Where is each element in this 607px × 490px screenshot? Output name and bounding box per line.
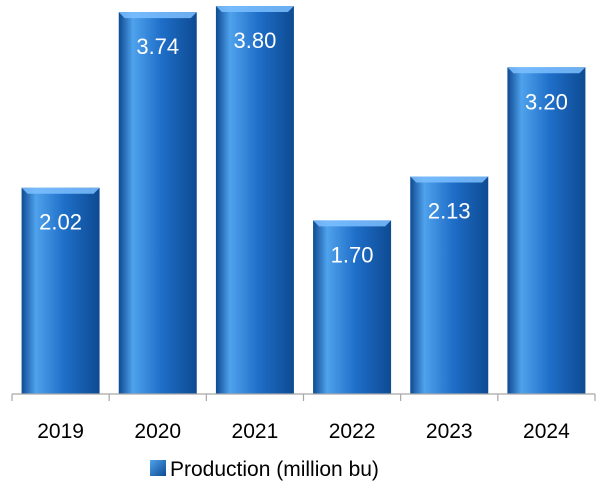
bar-bevel-2020 xyxy=(118,12,197,19)
x-tick-label-2023: 2023 xyxy=(426,420,473,443)
bar-2022 xyxy=(313,220,392,394)
legend: Production (million bu) xyxy=(150,458,379,481)
bar-bevel-2019 xyxy=(21,187,100,194)
data-label-2024: 3.20 xyxy=(525,89,568,114)
x-tick-label-2024: 2024 xyxy=(523,420,570,443)
x-tick-label-2019: 2019 xyxy=(37,420,84,443)
x-tick-label-2022: 2022 xyxy=(329,420,376,443)
bar-2023 xyxy=(410,176,489,394)
x-tick-label-2020: 2020 xyxy=(134,420,181,443)
bar-bevel-2021 xyxy=(215,6,294,12)
x-axis: 2019 2020 2021 2022 2023 2024 xyxy=(11,393,596,443)
bar-series: 2.02 3.74 3.80 1.70 2.13 3.20 xyxy=(21,6,586,395)
bar-bevel-2023 xyxy=(410,176,489,183)
bar-bevel-2022 xyxy=(313,220,392,227)
bar-2024 xyxy=(507,67,586,395)
bar-bevel-2024 xyxy=(507,67,586,74)
legend-swatch xyxy=(150,460,166,476)
bar-2021 xyxy=(215,6,294,394)
bar-2020 xyxy=(118,12,197,395)
data-label-2020: 3.74 xyxy=(136,34,179,59)
data-label-2022: 1.70 xyxy=(331,242,374,267)
bar-2019 xyxy=(21,187,100,394)
legend-label: Production (million bu) xyxy=(170,458,379,481)
data-label-2019: 2.02 xyxy=(39,210,82,235)
x-tick-label-2021: 2021 xyxy=(232,420,279,443)
data-label-2023: 2.13 xyxy=(428,199,471,224)
data-label-2021: 3.80 xyxy=(234,28,277,53)
